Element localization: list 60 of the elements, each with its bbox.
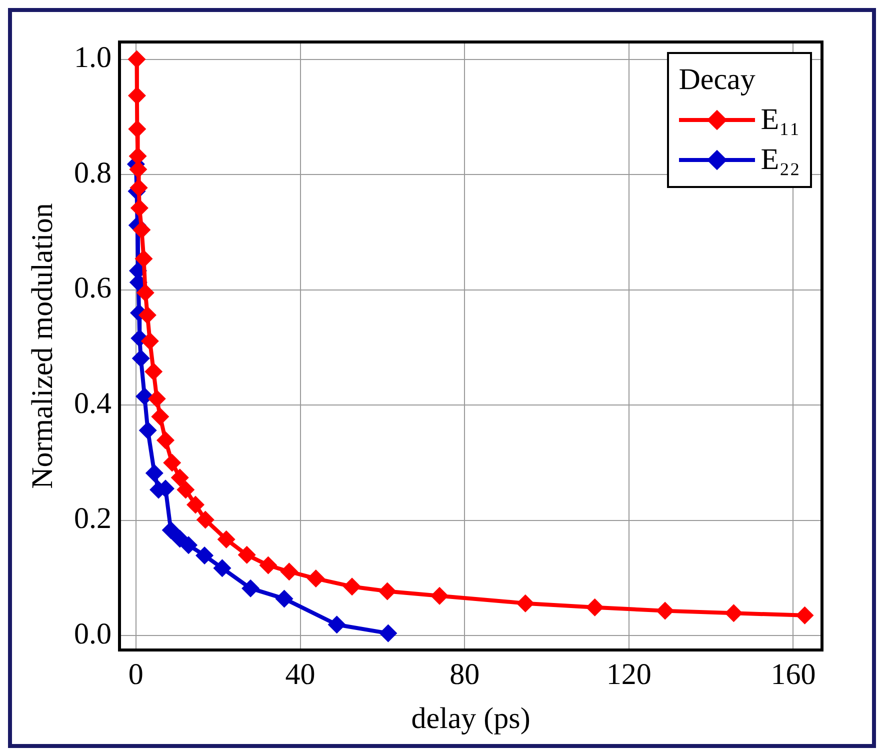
- point: [217, 530, 236, 548]
- point: [378, 582, 396, 600]
- y-tick-label: 0.4: [74, 386, 112, 420]
- point: [128, 86, 146, 105]
- point: [213, 559, 232, 578]
- point: [586, 598, 604, 616]
- y-axis-title: Normalized modulation: [26, 203, 59, 489]
- x-tick-label: 120: [606, 658, 652, 691]
- point: [132, 349, 150, 368]
- point: [176, 480, 195, 499]
- point: [280, 562, 298, 581]
- y-tick-label: 0.0: [74, 617, 112, 650]
- point: [145, 464, 164, 482]
- point: [144, 362, 163, 381]
- point: [328, 616, 346, 634]
- point: [343, 578, 362, 596]
- point: [132, 220, 151, 239]
- legend-title: Decay: [678, 62, 756, 98]
- point: [516, 594, 534, 612]
- point: [138, 421, 157, 440]
- point: [136, 387, 154, 406]
- y-tick-label: 0.6: [74, 272, 112, 305]
- point: [379, 624, 398, 642]
- point: [170, 468, 189, 487]
- y-tick-label: 0.2: [74, 502, 112, 536]
- x-tick-label: 0: [128, 658, 144, 691]
- point: [306, 570, 325, 588]
- x-axis-title: delay (ps): [411, 702, 530, 735]
- point: [134, 250, 153, 268]
- point: [128, 50, 146, 68]
- point: [128, 120, 146, 138]
- point: [140, 332, 159, 350]
- point: [186, 496, 204, 514]
- legend-label: E₁₁: [760, 102, 800, 138]
- x-tick-label: 160: [770, 658, 816, 691]
- point: [136, 284, 154, 302]
- point: [238, 546, 256, 564]
- point: [163, 454, 182, 472]
- point: [796, 606, 814, 624]
- point: [430, 586, 449, 605]
- point: [259, 556, 278, 574]
- point: [156, 431, 175, 450]
- point: [196, 510, 214, 529]
- y-tick-label: 0.8: [74, 156, 112, 190]
- point: [162, 521, 180, 540]
- point: [275, 590, 294, 608]
- legend-label: E₂₂: [760, 142, 800, 178]
- point: [151, 408, 170, 426]
- point: [130, 198, 148, 217]
- y-tick-label: 1.0: [74, 41, 112, 74]
- x-tick-label: 80: [450, 658, 480, 691]
- point: [196, 546, 214, 564]
- x-tick-label: 40: [285, 658, 316, 691]
- point: [130, 178, 148, 197]
- point: [148, 390, 166, 408]
- point: [724, 604, 743, 622]
- point: [242, 579, 260, 598]
- point: [138, 306, 156, 324]
- point: [180, 536, 198, 554]
- point: [656, 602, 674, 620]
